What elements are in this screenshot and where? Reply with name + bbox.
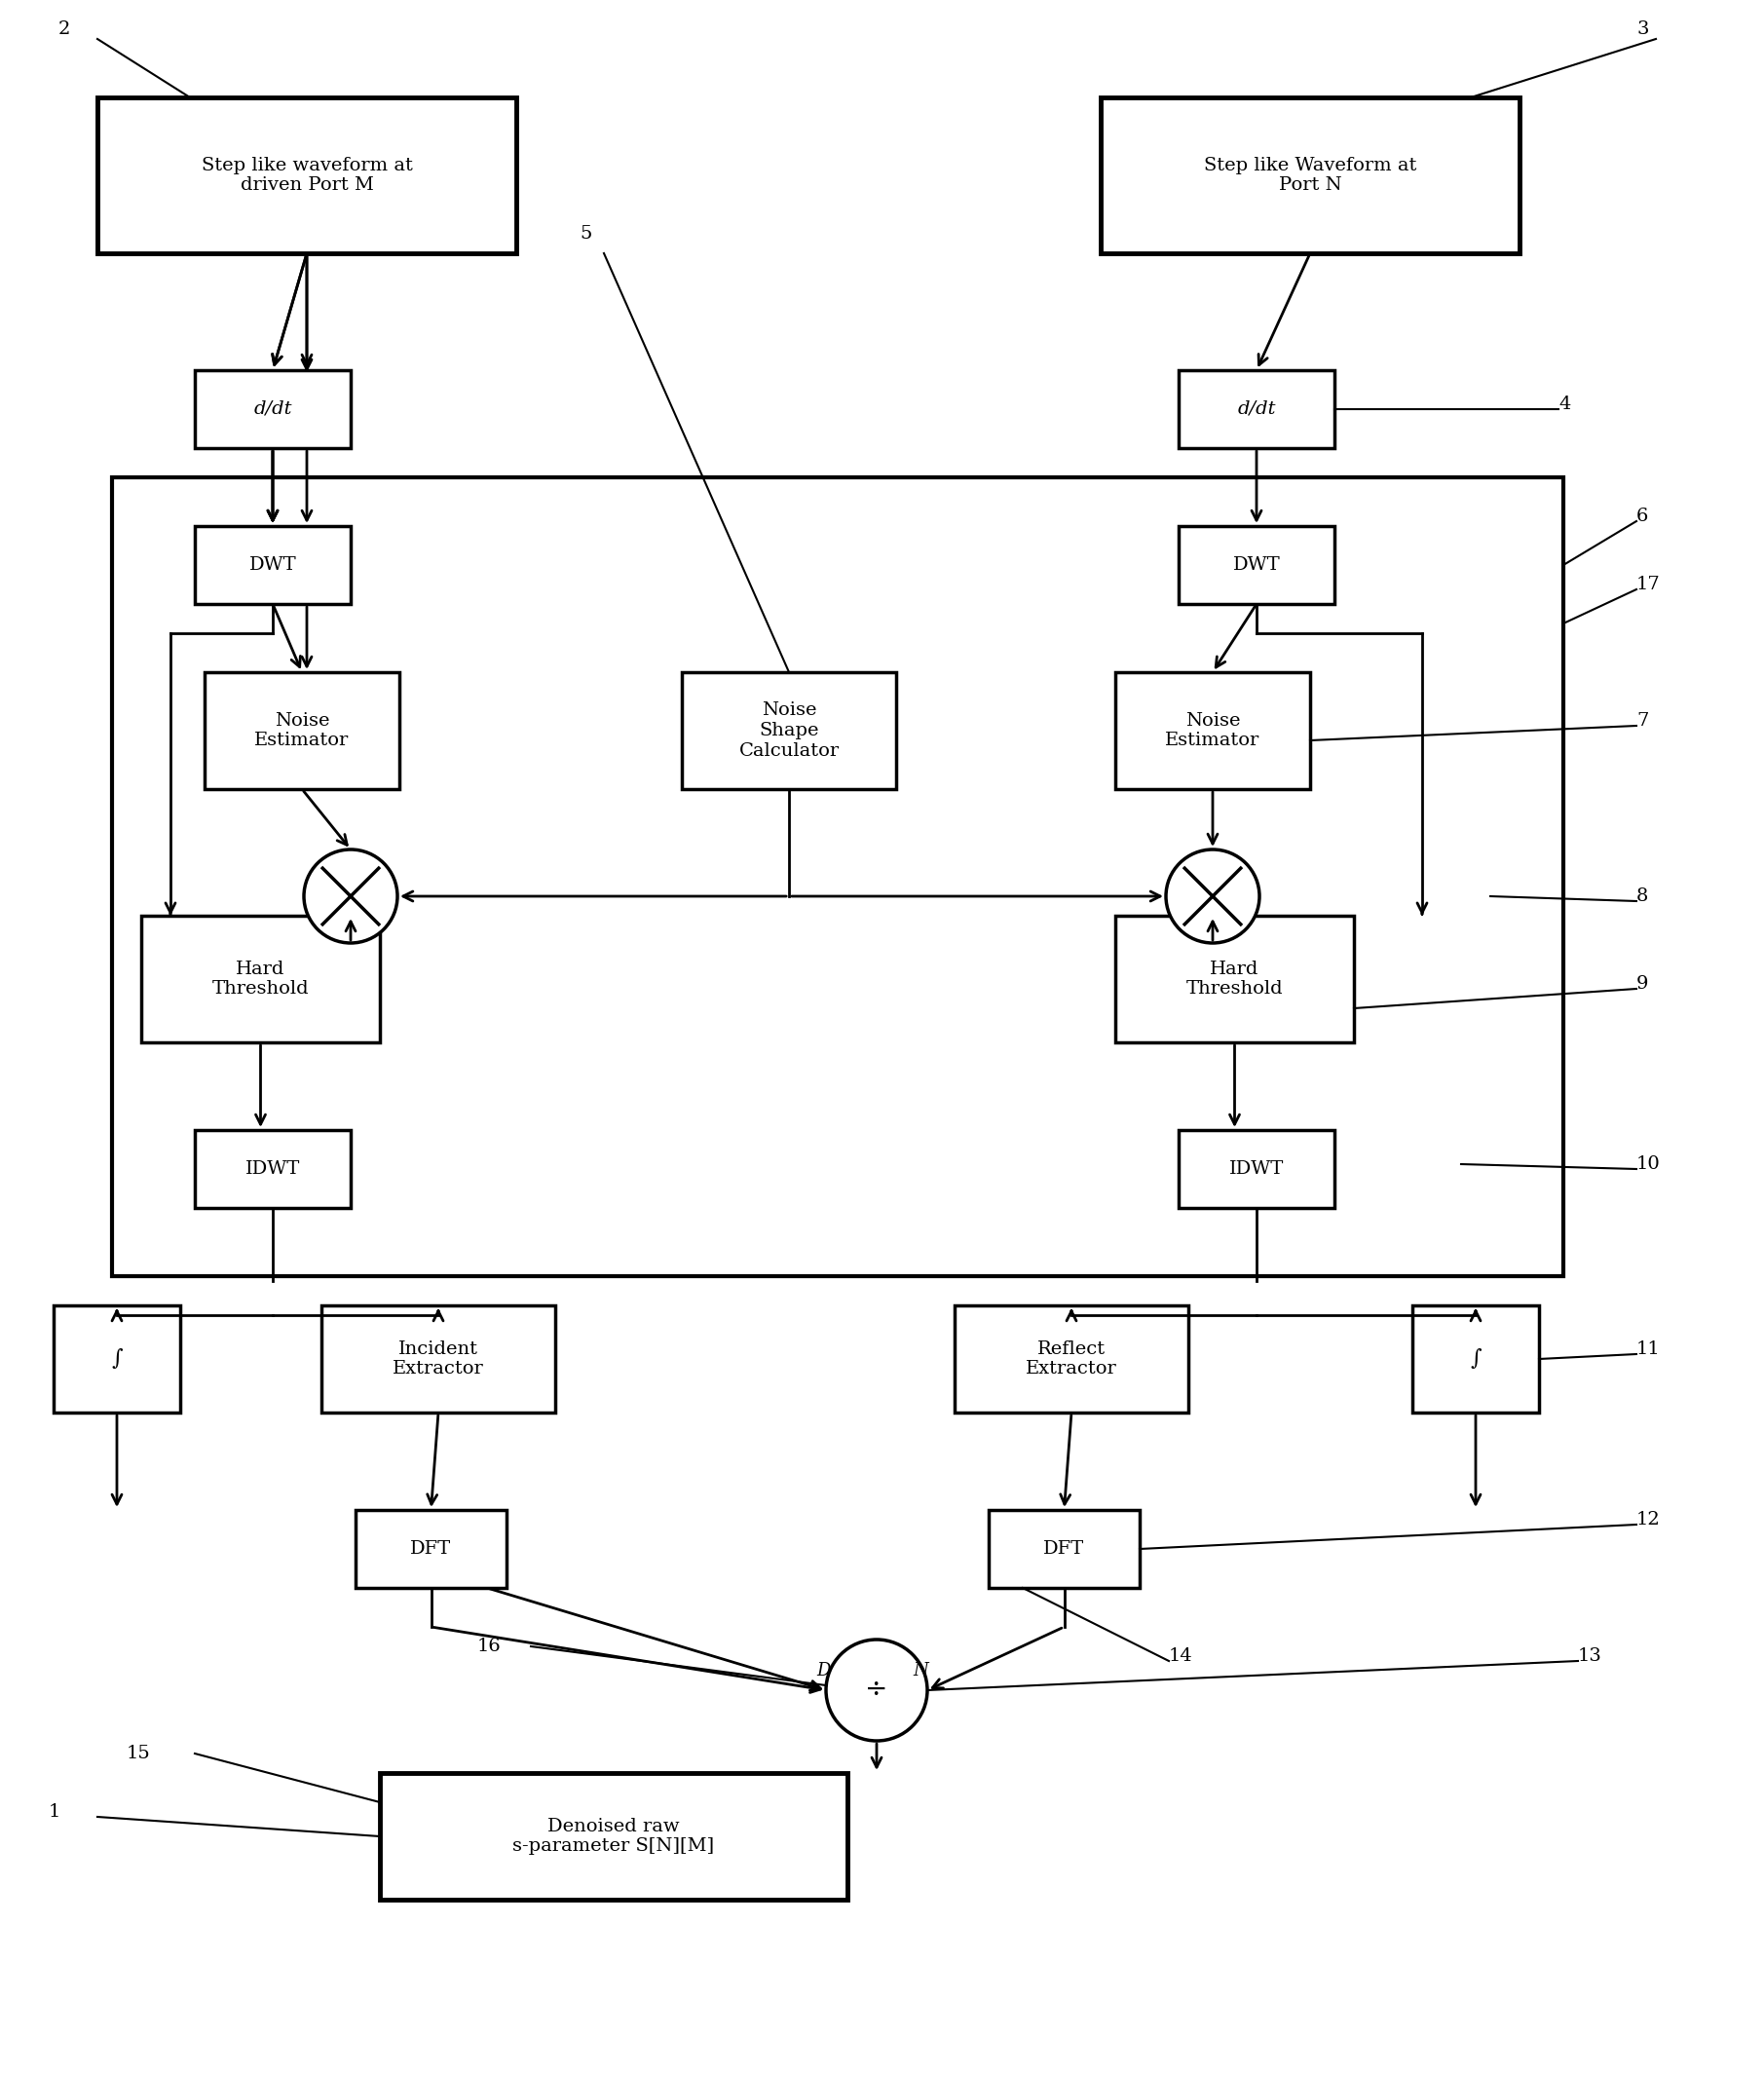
Text: DFT: DFT xyxy=(411,1540,452,1558)
Bar xyxy=(194,527,351,604)
Text: IDWT: IDWT xyxy=(245,1160,300,1179)
Text: 2: 2 xyxy=(58,21,71,37)
Text: Noise
Estimator: Noise Estimator xyxy=(1166,712,1259,749)
Text: Hard
Threshold: Hard Threshold xyxy=(1185,961,1282,998)
Text: 16: 16 xyxy=(478,1637,501,1656)
Bar xyxy=(1413,1305,1538,1413)
Bar xyxy=(194,369,351,448)
Text: 6: 6 xyxy=(1637,508,1648,525)
Text: 10: 10 xyxy=(1637,1156,1660,1172)
Text: 1: 1 xyxy=(49,1803,60,1820)
Text: Noise
Estimator: Noise Estimator xyxy=(254,712,349,749)
Bar xyxy=(1178,1131,1334,1208)
Text: 8: 8 xyxy=(1637,888,1648,905)
Text: Denoised raw
s-parameter S[N][M]: Denoised raw s-parameter S[N][M] xyxy=(513,1818,714,1855)
Text: d/dt: d/dt xyxy=(254,400,293,417)
Text: DFT: DFT xyxy=(1044,1540,1085,1558)
Bar xyxy=(356,1511,506,1587)
Bar xyxy=(113,477,1563,1276)
Text: d/dt: d/dt xyxy=(1237,400,1275,417)
Bar xyxy=(194,1131,351,1208)
Text: Reflect
Extractor: Reflect Extractor xyxy=(1027,1340,1117,1378)
Bar xyxy=(379,1772,847,1899)
Text: IDWT: IDWT xyxy=(1230,1160,1284,1179)
Bar xyxy=(954,1305,1189,1413)
Bar xyxy=(1178,527,1334,604)
Bar xyxy=(321,1305,556,1413)
Bar xyxy=(1115,672,1311,788)
Bar xyxy=(1178,369,1334,448)
Bar xyxy=(53,1305,180,1413)
Text: 4: 4 xyxy=(1558,396,1570,413)
Bar xyxy=(141,915,379,1042)
Text: 5: 5 xyxy=(580,224,591,243)
Text: 14: 14 xyxy=(1170,1648,1192,1664)
Text: N: N xyxy=(912,1662,928,1679)
Text: 12: 12 xyxy=(1637,1511,1660,1529)
Text: 7: 7 xyxy=(1637,712,1648,730)
Text: Step like Waveform at
Port N: Step like Waveform at Port N xyxy=(1203,156,1416,195)
Text: ÷: ÷ xyxy=(866,1677,887,1704)
Text: 13: 13 xyxy=(1579,1648,1602,1664)
Text: Incident
Extractor: Incident Extractor xyxy=(393,1340,483,1378)
Text: 9: 9 xyxy=(1637,975,1649,992)
Circle shape xyxy=(303,849,397,942)
Text: D: D xyxy=(817,1662,831,1679)
Bar xyxy=(1101,98,1519,253)
Text: Step like waveform at
driven Port M: Step like waveform at driven Port M xyxy=(201,156,413,195)
Bar xyxy=(205,672,399,788)
Text: Hard
Threshold: Hard Threshold xyxy=(212,961,309,998)
Circle shape xyxy=(1166,849,1259,942)
Text: DWT: DWT xyxy=(1233,556,1281,575)
Bar xyxy=(988,1511,1140,1587)
Bar xyxy=(97,98,517,253)
Text: Noise
Shape
Calculator: Noise Shape Calculator xyxy=(739,701,840,759)
Bar xyxy=(683,672,896,788)
Text: DWT: DWT xyxy=(249,556,296,575)
Text: 11: 11 xyxy=(1637,1340,1660,1357)
Text: ∫: ∫ xyxy=(111,1349,122,1370)
Bar xyxy=(1115,915,1355,1042)
Circle shape xyxy=(826,1639,928,1741)
Text: 17: 17 xyxy=(1637,575,1660,593)
Text: 3: 3 xyxy=(1637,21,1649,37)
Text: ∫: ∫ xyxy=(1469,1349,1482,1370)
Text: 15: 15 xyxy=(127,1745,150,1762)
